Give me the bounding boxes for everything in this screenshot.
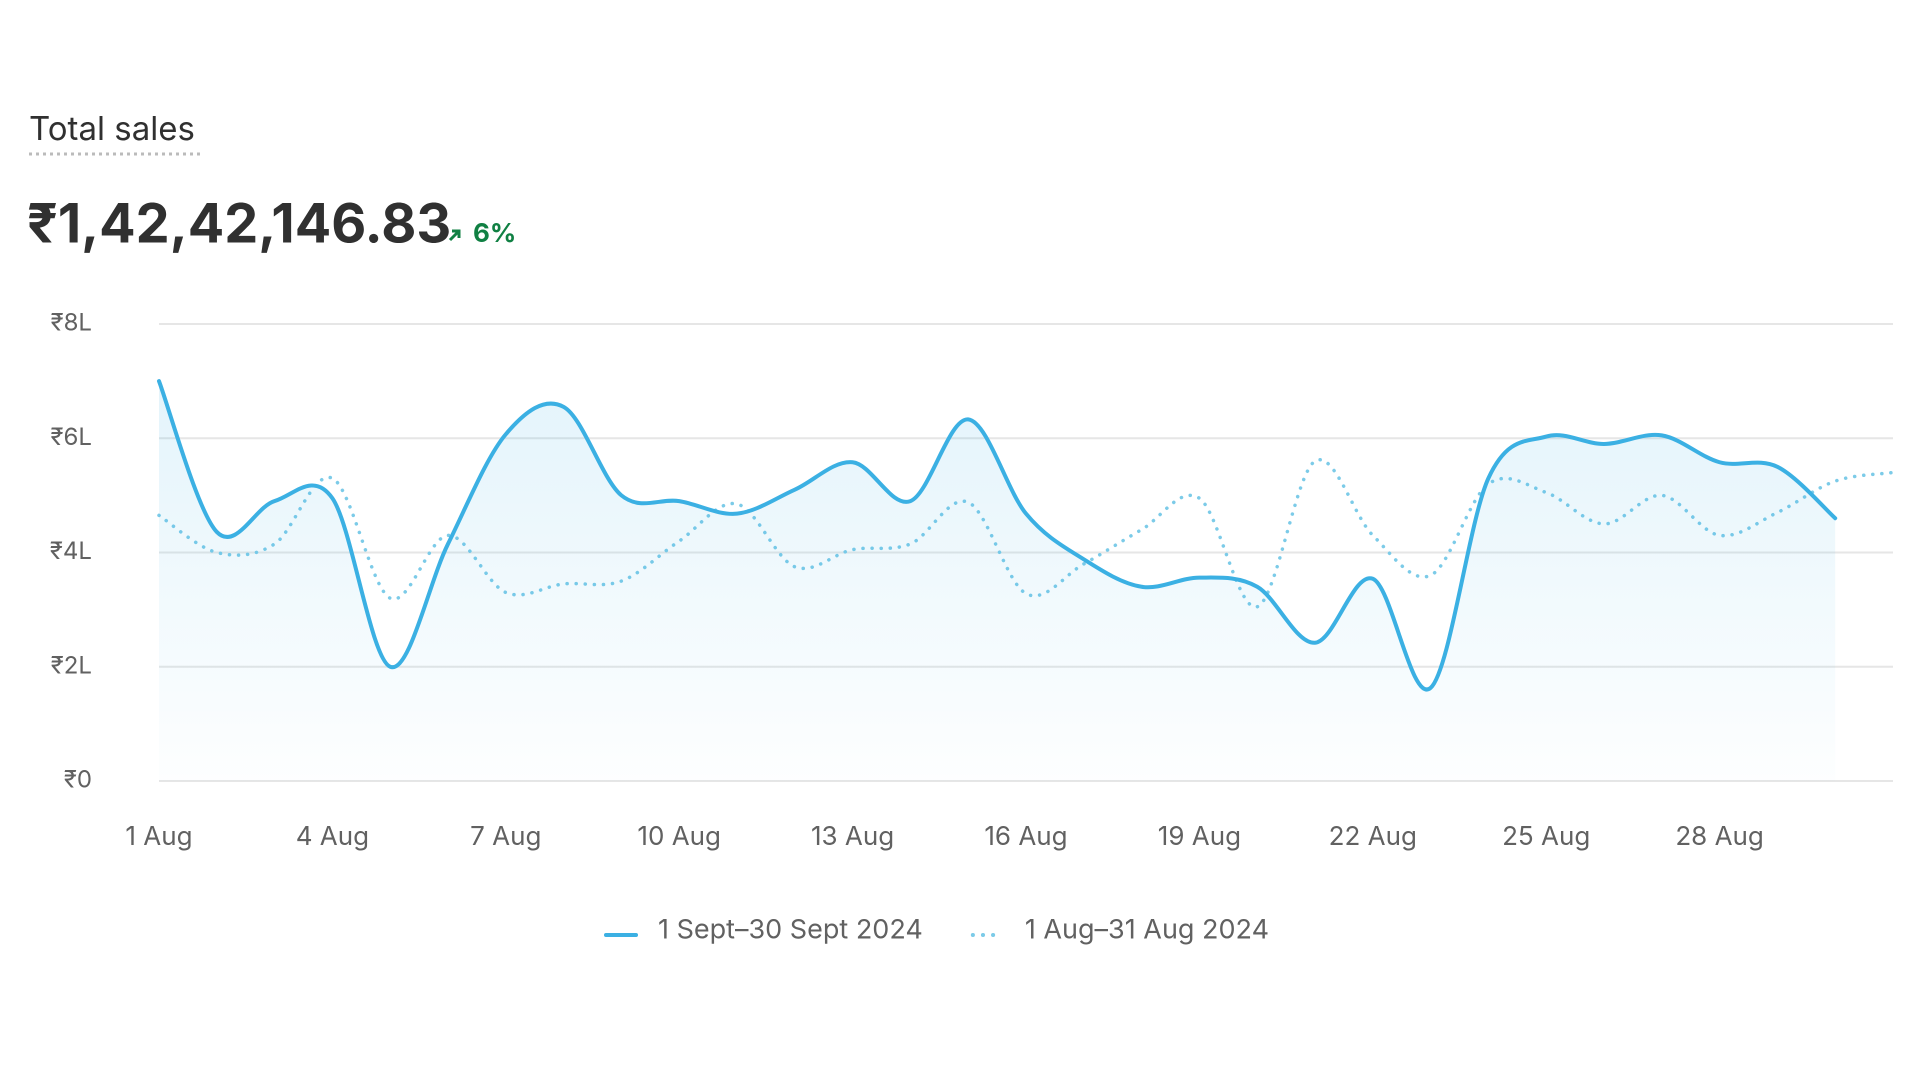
total-value: ₹1,42,42,146.83 — [27, 192, 451, 257]
card-title[interactable]: Total sales — [29, 108, 195, 148]
x-tick-label: 19 Aug — [1158, 821, 1241, 852]
y-tick-label: ₹0 — [64, 765, 92, 794]
x-tick-label: 4 Aug — [296, 821, 369, 852]
x-tick-label: 22 Aug — [1329, 821, 1417, 852]
x-tick-label: 13 Aug — [811, 821, 894, 852]
y-tick-label: ₹2L — [51, 650, 92, 679]
legend-label: 1 Aug–31 Aug 2024 — [1025, 912, 1269, 945]
line — [157, 379, 1838, 692]
y-tick-label: ₹8L — [51, 308, 92, 337]
up-arrow-icon — [448, 229, 461, 242]
y-tick-label: ₹6L — [51, 422, 92, 451]
change-percent: 6% — [473, 218, 516, 249]
legend-label: 1 Sept–30 Sept 2024 — [658, 912, 923, 945]
x-tick-label: 28 Aug — [1675, 821, 1764, 852]
x-tick-label: 25 Aug — [1502, 821, 1590, 852]
x-tick-label: 1 Aug — [125, 821, 192, 852]
y-tick-label: ₹4L — [50, 536, 92, 565]
x-tick-label: 7 Aug — [470, 821, 541, 852]
x-tick-label: 10 Aug — [637, 821, 721, 852]
x-tick-label: 16 Aug — [984, 821, 1067, 852]
